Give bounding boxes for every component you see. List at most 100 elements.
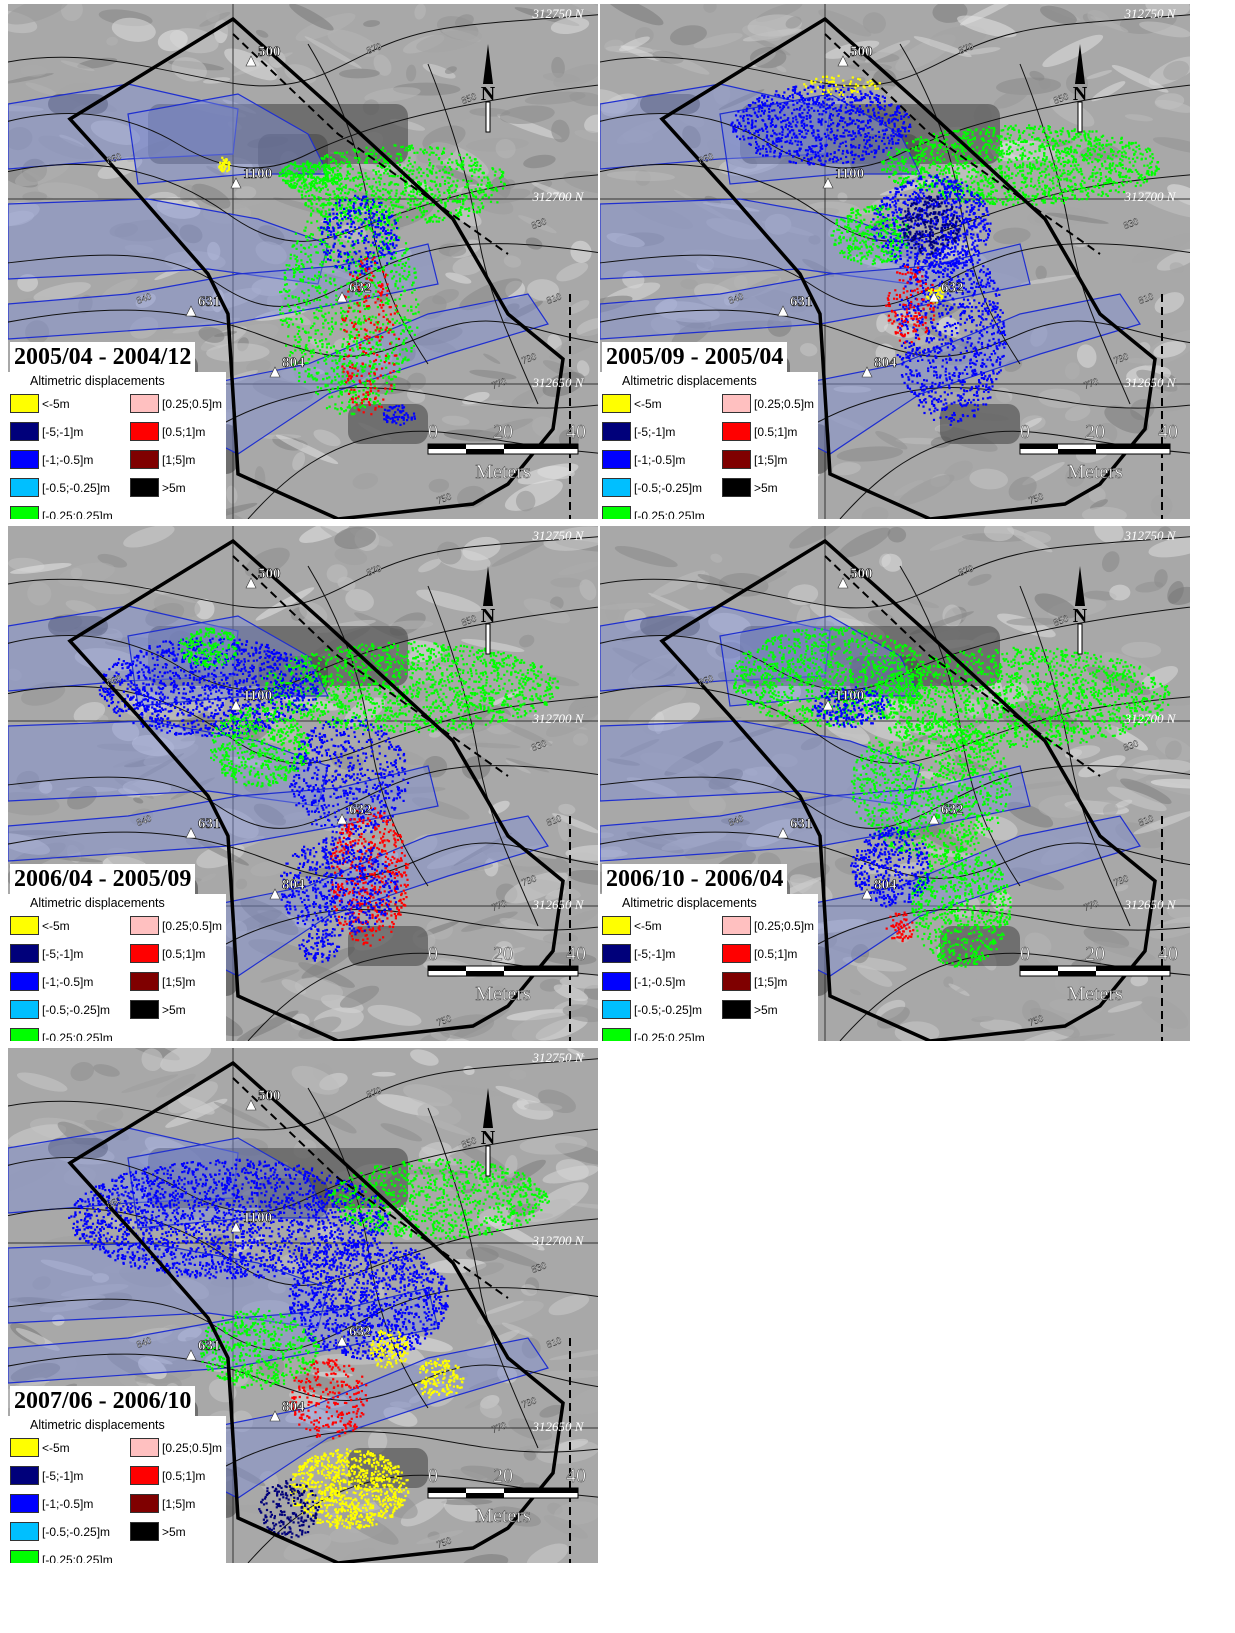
- legend-label: [1;5]m: [162, 975, 195, 989]
- debris-flow-zone: [799, 815, 1141, 977]
- survey-point-marker: [837, 55, 849, 67]
- legend-item: [0.5;1]m: [722, 422, 797, 441]
- legend-item: [1;5]m: [722, 972, 787, 991]
- legend-label: >5m: [162, 1525, 186, 1539]
- contour-label: 770: [490, 376, 508, 391]
- survey-point-marker: [230, 699, 242, 711]
- displacement-pixels: [218, 144, 506, 426]
- legend-swatch: [722, 422, 751, 441]
- legend-swatch: [602, 422, 631, 441]
- legend-label: [0.25;0.5]m: [754, 397, 814, 411]
- displacement-pixels: [730, 74, 1160, 426]
- legend-label: [-0.25;0.25]m: [42, 509, 113, 520]
- contour-label: 840: [727, 291, 745, 306]
- legend-item: [1;5]m: [130, 972, 195, 991]
- legend-label: >5m: [162, 1003, 186, 1017]
- panel-date-title: 2005/09 - 2005/04: [602, 342, 788, 372]
- legend-label: [-5;-1]m: [42, 425, 83, 439]
- legend-swatch: [602, 944, 631, 963]
- survey-point-label: 804: [874, 355, 897, 371]
- contour-label: 750: [435, 1535, 453, 1550]
- survey-point-marker: [185, 1349, 197, 1361]
- contour-label: 860: [105, 673, 123, 688]
- north-arrow-icon: N: [481, 1088, 496, 1177]
- landslide-boundary: [67, 538, 565, 1041]
- legend-swatch: [722, 916, 751, 935]
- debris-flow-zone: [8, 243, 439, 340]
- legend-label: <-5m: [42, 1441, 70, 1455]
- scale-unit-label: Meters: [475, 983, 531, 1005]
- survey-point-marker: [928, 813, 940, 825]
- contour-label: 810: [1137, 291, 1155, 306]
- displacement-legend: Altimetric displacements <-5m [0.25;0.5]m […: [600, 894, 818, 1041]
- scale-unit-label: Meters: [475, 461, 531, 483]
- legend-swatch: [130, 916, 159, 935]
- legend-label: [-5;-1]m: [634, 425, 675, 439]
- map-panel: 870 850 860 830 840 810 790 770 750 312750 N 31270…: [8, 526, 598, 1041]
- contour-label: 790: [520, 873, 538, 888]
- legend-label: <-5m: [42, 397, 70, 411]
- legend-swatch: [130, 394, 159, 413]
- contour-label: 870: [365, 1085, 383, 1100]
- legend-item: [-1;-0.5]m: [10, 450, 93, 469]
- legend-item: >5m: [722, 1000, 778, 1019]
- legend-item: >5m: [130, 1522, 186, 1541]
- grid-northing-label: 312700 N: [532, 189, 585, 204]
- legend-swatch: [722, 394, 751, 413]
- legend-swatch: [722, 944, 751, 963]
- legend-swatch: [130, 1466, 159, 1485]
- contour-label: 870: [365, 41, 383, 56]
- survey-point-label: 1100: [243, 688, 272, 704]
- survey-point-label: 1100: [835, 688, 864, 704]
- north-arrow-icon: N: [1073, 44, 1088, 133]
- map-panel: 870 850 860 830 840 810 790 770 750 312750 N 31270…: [600, 4, 1190, 519]
- legend-label: <-5m: [634, 919, 662, 933]
- survey-point-label: 500: [258, 44, 281, 60]
- survey-point-marker: [336, 291, 348, 303]
- survey-point-label: 631: [198, 294, 221, 310]
- scale-tick-label: 40: [1158, 421, 1178, 443]
- grid-northing-label: 312650 N: [532, 1419, 585, 1434]
- legend-title: Altimetric displacements: [30, 374, 165, 388]
- legend-title: Altimetric displacements: [30, 1418, 165, 1432]
- survey-point-marker: [822, 699, 834, 711]
- survey-point-label: 631: [790, 816, 813, 832]
- scale-tick-label: 20: [1085, 421, 1105, 443]
- survey-point-marker: [861, 888, 873, 900]
- legend-item: [-1;-0.5]m: [10, 972, 93, 991]
- legend-swatch: [602, 972, 631, 991]
- survey-point-marker: [928, 291, 940, 303]
- grid-northing-label: 312750 N: [532, 1050, 585, 1065]
- scale-tick-label: 20: [493, 943, 513, 965]
- legend-label: [0.5;1]m: [754, 425, 797, 439]
- legend-swatch: [130, 1438, 159, 1457]
- contour-label: 840: [135, 1335, 153, 1350]
- landslide-boundary: [67, 16, 565, 519]
- legend-swatch: [10, 1550, 39, 1563]
- legend-item: [0.5;1]m: [722, 944, 797, 963]
- contour-label: 860: [697, 151, 715, 166]
- legend-label: [0.5;1]m: [162, 1469, 205, 1483]
- north-arrow-icon: N: [481, 566, 496, 655]
- scale-tick-label: 0: [428, 1465, 438, 1487]
- panel-date-title: 2006/10 - 2006/04: [602, 864, 788, 894]
- legend-swatch: [130, 478, 159, 497]
- scale-bar: 0 20 40 Meters: [427, 421, 586, 483]
- survey-point-label: 500: [850, 44, 873, 60]
- contour-label: 750: [1027, 491, 1045, 506]
- legend-label: [-0.5;-0.25]m: [42, 1003, 110, 1017]
- legend-item: [-5;-1]m: [10, 422, 83, 441]
- legend-swatch: [10, 478, 39, 497]
- scale-bar: 0 20 40 Meters: [427, 943, 586, 1005]
- contour-label: 850: [1052, 91, 1070, 106]
- contour-label: 830: [530, 216, 548, 231]
- legend-label: [-5;-1]m: [42, 947, 83, 961]
- legend-label: <-5m: [42, 919, 70, 933]
- legend-title: Altimetric displacements: [30, 896, 165, 910]
- orthophoto-map: 870 850 860 830 840 810 790 770 750 312750 N 31270…: [8, 4, 598, 519]
- legend-swatch: [10, 1466, 39, 1485]
- scale-tick-label: 0: [1020, 421, 1030, 443]
- legend-item: [0.25;0.5]m: [130, 916, 222, 935]
- legend-swatch: [130, 450, 159, 469]
- scale-tick-label: 40: [1158, 943, 1178, 965]
